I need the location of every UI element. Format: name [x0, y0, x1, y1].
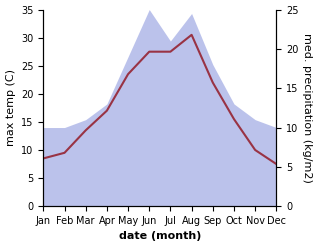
Y-axis label: med. precipitation (kg/m2): med. precipitation (kg/m2) — [302, 33, 313, 183]
Y-axis label: max temp (C): max temp (C) — [5, 69, 16, 146]
X-axis label: date (month): date (month) — [119, 231, 201, 242]
